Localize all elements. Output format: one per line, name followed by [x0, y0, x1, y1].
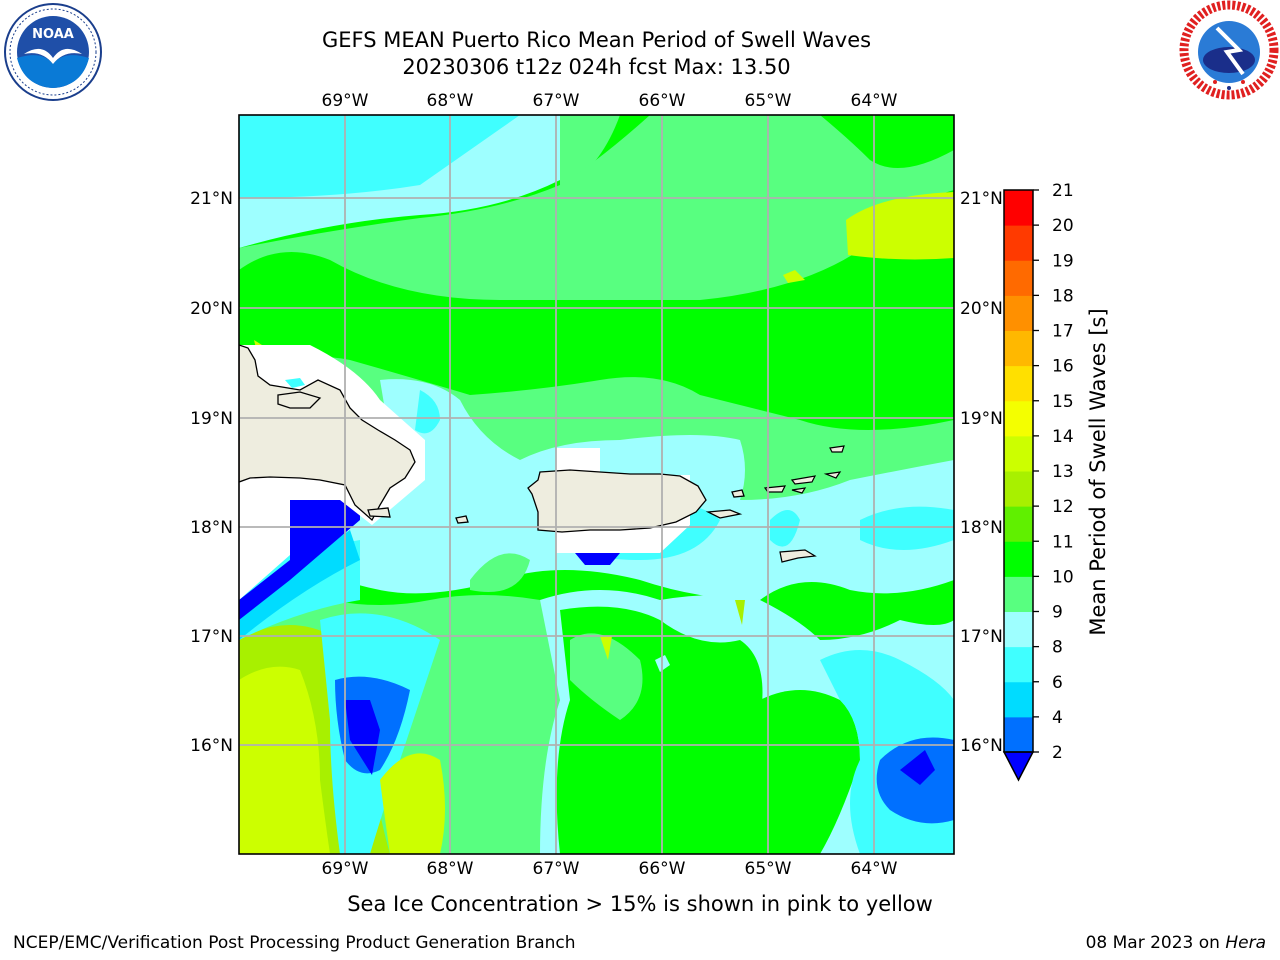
colorbar-bin [1004, 471, 1033, 507]
colorbar: 2 4 6 8 9 10 11 12 13 14 15 16 17 18 19 20 21 [1002, 181, 1074, 782]
colorbar-bin [1004, 190, 1033, 226]
colorbar-tick-label: 18 [1052, 286, 1074, 306]
colorbar-tick-label: 13 [1052, 462, 1074, 482]
lat-label-left: 17°N [190, 627, 233, 647]
swell-period-field [239, 115, 954, 854]
colorbar-tick-label: 9 [1052, 603, 1063, 623]
noaa-logo: NOAA [4, 3, 102, 101]
colorbar-label: Mean Period of Swell Waves [s] [1086, 308, 1110, 635]
footer-host: Hera [1225, 933, 1266, 953]
lat-label-left: 20°N [190, 299, 233, 319]
colorbar-bin [1004, 260, 1033, 296]
colorbar-tick-label: 11 [1052, 532, 1074, 552]
colorbar-tick-label: 8 [1052, 638, 1063, 658]
footer-credit: NCEP/EMC/Verification Post Processing Pr… [13, 933, 576, 953]
chart-subtitle: 20230306 t12z 024h fcst Max: 13.50 [402, 55, 791, 79]
lat-label-left: 19°N [190, 409, 233, 429]
colorbar-tick-label: 4 [1052, 708, 1063, 728]
colorbar-bin [1004, 541, 1033, 577]
colorbar-tick-label: 21 [1052, 181, 1074, 201]
colorbar-bin [1004, 576, 1033, 612]
footer-date: 08 Mar 2023 on Hera [1086, 932, 1266, 954]
colorbar-tick-label: 10 [1052, 567, 1074, 587]
lon-label-bottom: 66°W [639, 859, 686, 879]
colorbar-bin [1004, 330, 1033, 367]
lat-label-right: 21°N [960, 189, 1003, 209]
lon-label-bottom: 65°W [745, 859, 792, 879]
colorbar-bin [1004, 506, 1033, 542]
lon-label-bottom: 69°W [322, 859, 369, 879]
colorbar-bin [1004, 295, 1033, 331]
colorbar-bin [1004, 365, 1033, 402]
lat-label-left: 16°N [190, 736, 233, 756]
sea-ice-caption: Sea Ice Concentration > 15% is shown in … [347, 892, 933, 916]
colorbar-bin [1004, 435, 1033, 472]
footer-date-text: 08 Mar 2023 on [1085, 933, 1226, 953]
lat-label-right: 17°N [960, 627, 1003, 647]
lon-label-top: 65°W [745, 91, 792, 111]
colorbar-tick-label: 20 [1052, 216, 1074, 236]
colorbar-tick-label: 15 [1052, 392, 1074, 412]
lat-label-left: 18°N [190, 518, 233, 538]
lon-label-top: 64°W [851, 91, 898, 111]
lon-label-bottom: 68°W [427, 859, 474, 879]
colorbar-under-arrow [1002, 751, 1035, 782]
colorbar-bin [1004, 716, 1033, 753]
plot-frame [238, 114, 955, 855]
lat-label-right: 18°N [960, 518, 1003, 538]
colorbar-bin [1004, 225, 1033, 261]
lon-label-bottom: 64°W [851, 859, 898, 879]
colorbar-tick-label: 17 [1052, 322, 1074, 342]
lat-label-right: 20°N [960, 299, 1003, 319]
lat-label-right: 19°N [960, 409, 1003, 429]
svg-text:NOAA: NOAA [32, 27, 74, 42]
nws-logo [1179, 0, 1279, 100]
axis-labels: 69°W 69°W 68°W 68°W 67°W 67°W 66°W 66°W 65°W 65°W… [190, 91, 1003, 879]
colorbar-tick-label: 16 [1052, 357, 1074, 377]
lat-label-left: 21°N [190, 189, 233, 209]
colorbar-tick-label: 14 [1052, 427, 1074, 447]
colorbar-bin [1004, 400, 1033, 437]
chart-title: GEFS MEAN Puerto Rico Mean Period of Swe… [321, 28, 872, 52]
lon-label-top: 67°W [533, 91, 580, 111]
lon-label-top: 68°W [427, 91, 474, 111]
colorbar-tick-label: 12 [1052, 497, 1074, 517]
colorbar-bin [1004, 611, 1033, 648]
colorbar-bin [1004, 646, 1033, 683]
lon-label-bottom: 67°W [533, 859, 580, 879]
colorbar-tick-label: 19 [1052, 251, 1074, 271]
gridlines [239, 115, 954, 854]
colorbar-tick-label: 6 [1052, 673, 1063, 693]
lon-label-top: 69°W [322, 91, 369, 111]
colorbar-bin [1004, 681, 1033, 718]
lon-label-top: 66°W [639, 91, 686, 111]
lat-label-right: 16°N [960, 736, 1003, 756]
colorbar-tick-label: 2 [1052, 743, 1063, 763]
